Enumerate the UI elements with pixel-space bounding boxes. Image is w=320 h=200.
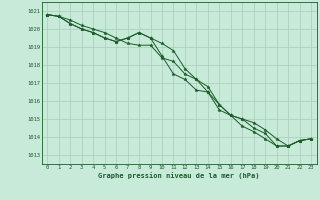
- X-axis label: Graphe pression niveau de la mer (hPa): Graphe pression niveau de la mer (hPa): [99, 172, 260, 179]
